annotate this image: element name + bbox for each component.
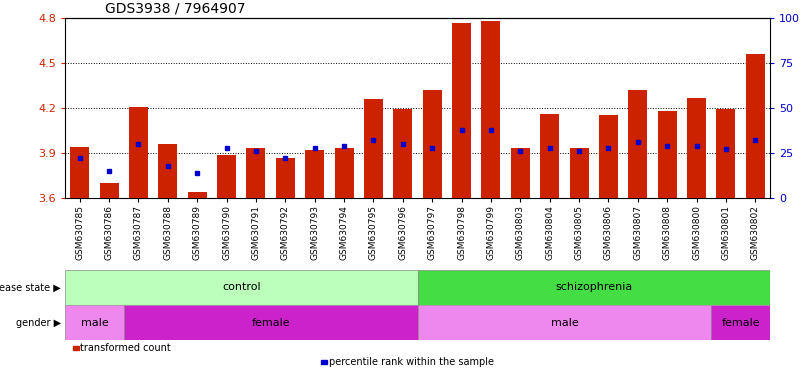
Bar xyxy=(599,116,618,198)
Bar xyxy=(540,114,559,198)
Bar xyxy=(247,149,265,198)
Text: GDS3938 / 7964907: GDS3938 / 7964907 xyxy=(105,2,246,16)
Text: percentile rank within the sample: percentile rank within the sample xyxy=(328,357,493,367)
Bar xyxy=(423,90,441,198)
Bar xyxy=(511,149,529,198)
Bar xyxy=(658,111,677,198)
Bar xyxy=(746,54,765,198)
Text: female: female xyxy=(252,318,290,328)
Bar xyxy=(335,149,353,198)
Bar xyxy=(687,98,706,198)
Bar xyxy=(305,150,324,198)
Bar xyxy=(65,270,417,305)
Bar xyxy=(217,154,236,198)
Bar xyxy=(628,90,647,198)
Text: gender ▶: gender ▶ xyxy=(16,318,61,328)
Bar xyxy=(452,23,471,198)
Bar xyxy=(159,144,177,198)
Bar xyxy=(123,305,417,340)
Bar xyxy=(716,109,735,198)
Bar xyxy=(129,106,148,198)
Text: disease state ▶: disease state ▶ xyxy=(0,283,61,293)
Bar xyxy=(99,183,119,198)
Bar xyxy=(481,21,501,198)
Bar xyxy=(417,270,770,305)
Bar xyxy=(70,147,89,198)
Text: transformed count: transformed count xyxy=(80,343,171,353)
Bar xyxy=(570,149,589,198)
Bar xyxy=(711,305,770,340)
Bar xyxy=(417,305,711,340)
Text: control: control xyxy=(222,283,260,293)
Bar xyxy=(364,99,383,198)
Bar xyxy=(276,157,295,198)
Text: male: male xyxy=(80,318,108,328)
Text: female: female xyxy=(722,318,760,328)
Bar xyxy=(65,305,123,340)
Bar xyxy=(393,109,413,198)
Text: schizophrenia: schizophrenia xyxy=(555,283,632,293)
Text: male: male xyxy=(550,318,578,328)
Bar xyxy=(187,192,207,198)
